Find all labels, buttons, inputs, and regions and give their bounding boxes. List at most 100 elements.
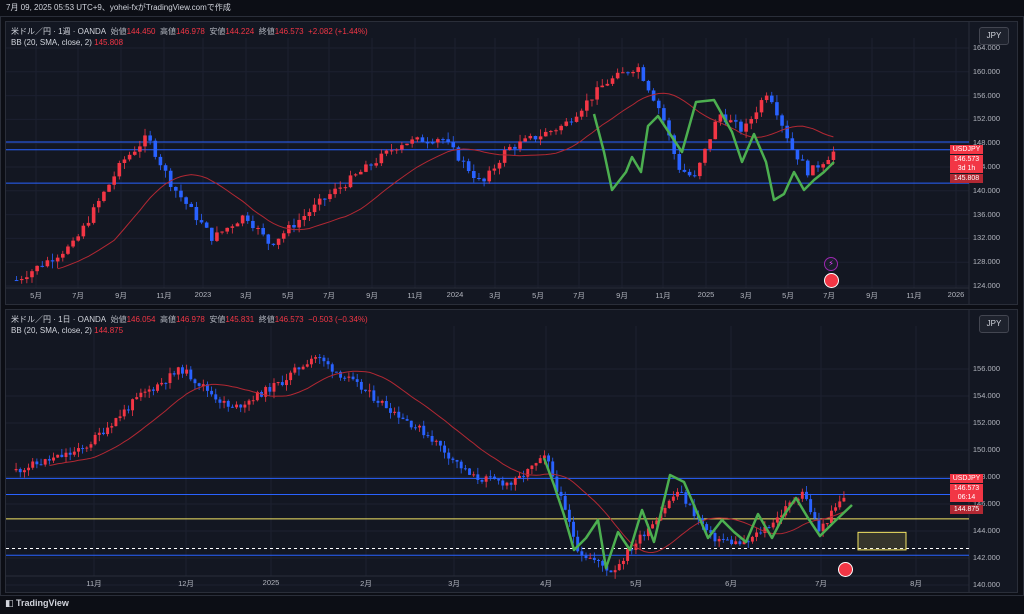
candle-body xyxy=(526,469,530,477)
change-value: +2.082 (+1.44%) xyxy=(308,27,368,36)
candle-body xyxy=(14,280,19,282)
us-flag-event-icon[interactable] xyxy=(838,562,853,577)
candle-body xyxy=(477,178,481,180)
candle-body xyxy=(31,461,35,468)
candle-body xyxy=(805,160,810,176)
bb-value-tag: 144.875 xyxy=(950,505,983,514)
candle-body xyxy=(451,458,455,460)
candle-body xyxy=(71,240,75,247)
time-tick: 3月 xyxy=(448,579,460,588)
currency-button[interactable]: JPY xyxy=(979,27,1009,45)
candle-body xyxy=(713,121,718,140)
candle-body xyxy=(574,116,579,122)
candle-body xyxy=(672,135,676,154)
candle-body xyxy=(276,382,280,384)
candle-body xyxy=(734,541,738,545)
candle-body xyxy=(156,384,159,391)
price-tick: 146.000 xyxy=(972,499,1000,508)
symbol-label[interactable]: 米ドル／円 · 1日 · OANDA xyxy=(11,315,107,324)
price-tick: 148.000 xyxy=(972,472,1000,481)
currency-button[interactable]: JPY xyxy=(979,315,1009,333)
price-tick: 160.000 xyxy=(972,66,1000,76)
candle-body xyxy=(676,491,679,497)
candle-body xyxy=(418,425,422,428)
candle-body xyxy=(641,67,646,81)
candle-body xyxy=(85,447,89,449)
candle-body xyxy=(81,225,86,237)
candle-body xyxy=(447,452,451,459)
candle-body xyxy=(579,110,584,117)
candle-body xyxy=(482,178,486,182)
candle-body xyxy=(266,234,271,244)
candle-body xyxy=(138,146,142,152)
candle-body xyxy=(358,171,363,175)
daily-chart-pane[interactable]: 米ドル／円 · 1日 · OANDA 始値146.054 高値146.978 安… xyxy=(5,309,1018,593)
candle-body xyxy=(687,171,692,176)
footer-bar xyxy=(0,596,1024,614)
candle-body xyxy=(102,191,106,201)
candle-body xyxy=(376,400,380,403)
last-price-tag: 146.573 3d 1h xyxy=(950,155,983,173)
candle-body xyxy=(343,377,347,379)
candle-body xyxy=(597,559,600,561)
candle-body xyxy=(201,384,205,386)
candle-body xyxy=(580,551,584,556)
price-tick: 154.000 xyxy=(972,391,1000,400)
candle-body xyxy=(287,225,291,234)
candle-body xyxy=(255,391,259,401)
candle-body xyxy=(492,168,497,171)
time-tick: 6月 xyxy=(725,579,737,588)
candle-body xyxy=(718,114,723,122)
time-tick: 3月 xyxy=(240,291,252,300)
weekly-chart-canvas[interactable] xyxy=(6,22,1018,305)
candle-body xyxy=(809,499,813,513)
candle-body xyxy=(55,257,60,262)
time-tick: 3月 xyxy=(740,291,752,300)
candle-body xyxy=(656,100,661,109)
candle-body xyxy=(225,227,230,232)
candle-body xyxy=(601,560,605,566)
candle-body xyxy=(343,187,348,189)
candle-body xyxy=(61,253,65,258)
candle-body xyxy=(538,458,542,464)
candle-body xyxy=(333,188,337,195)
candle-body xyxy=(651,524,655,529)
candle-body xyxy=(131,399,135,411)
weekly-chart-pane[interactable]: 米ドル／円 · 1週 · OANDA 始値144.450 高値146.978 安… xyxy=(5,21,1018,305)
candle-body xyxy=(826,159,831,165)
candle-body xyxy=(314,357,318,359)
tradingview-logo[interactable]: ◧ TradingView xyxy=(5,598,69,608)
indicator-label[interactable]: BB (20, SMA, close, 2) xyxy=(11,38,92,47)
weekly-ohlc-legend: 米ドル／円 · 1週 · OANDA 始値144.450 高値146.978 安… xyxy=(11,27,368,47)
candle-body xyxy=(97,432,101,435)
candle-body xyxy=(339,371,343,378)
candle-body xyxy=(172,373,176,375)
candle-body xyxy=(301,366,305,370)
candle-body xyxy=(176,367,180,375)
candle-body xyxy=(688,503,692,505)
us-flag-event-icon[interactable] xyxy=(824,273,839,288)
candle-body xyxy=(468,468,471,475)
candle-body xyxy=(671,496,675,501)
candle-body xyxy=(397,411,401,418)
candle-body xyxy=(441,139,445,141)
candle-body xyxy=(564,121,569,126)
candle-body xyxy=(420,137,425,143)
symbol-label[interactable]: 米ドル／円 · 1週 · OANDA xyxy=(11,27,107,36)
candle-body xyxy=(767,527,771,529)
candle-body xyxy=(168,373,172,384)
price-tick: 164.000 xyxy=(972,43,1000,52)
candle-body xyxy=(728,120,733,123)
candle-body xyxy=(351,376,355,380)
candle-body xyxy=(487,170,492,182)
indicator-label[interactable]: BB (20, SMA, close, 2) xyxy=(11,326,92,335)
candle-body xyxy=(795,149,800,160)
candle-body xyxy=(682,169,687,172)
candle-body xyxy=(126,409,130,411)
candle-body xyxy=(93,434,97,445)
lightning-icon[interactable]: ⚡ xyxy=(824,257,838,271)
candle-body xyxy=(209,227,214,241)
price-tick: 128.000 xyxy=(972,257,1000,267)
daily-chart-canvas[interactable] xyxy=(6,310,1018,593)
candle-body xyxy=(466,161,471,172)
